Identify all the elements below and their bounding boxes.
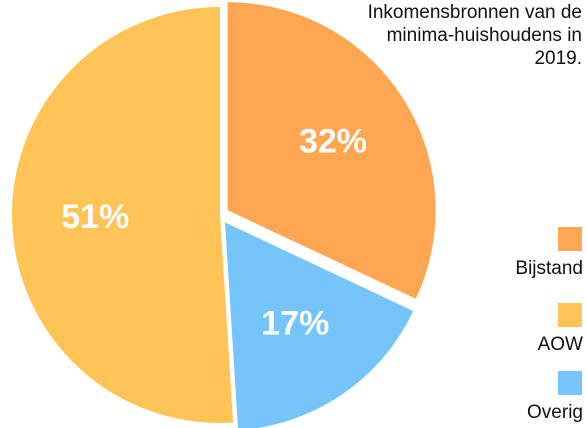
legend-item-bijstand: Bijstand [463, 227, 583, 280]
legend-swatch-bijstand [558, 227, 582, 251]
legend-swatch-aow [558, 303, 582, 327]
slice-label-aow: 51% [61, 198, 129, 236]
slice-label-bijstand: 32% [299, 122, 367, 160]
legend-item-aow-2: AOW [463, 303, 583, 356]
legend-label-bijstand: Bijstand [463, 257, 583, 280]
slice-label-overig: 17% [261, 305, 329, 343]
chart-title: Inkomensbronnen van de minima-huishouden… [362, 1, 582, 70]
legend-label-overig: Overig [463, 401, 583, 424]
legend-swatch-overig [558, 371, 582, 395]
legend-label-aow: AOW [463, 333, 583, 356]
legend-item-overig: Overig [463, 371, 583, 424]
